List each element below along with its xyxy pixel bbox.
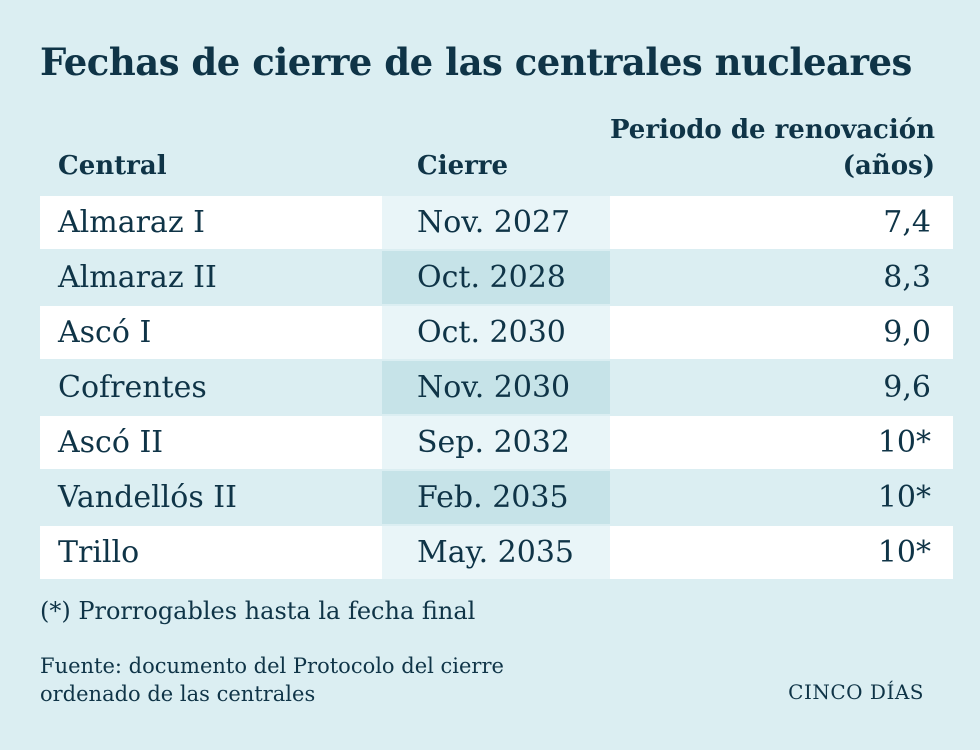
cell-central: Vandellós II <box>40 471 382 524</box>
table-header: Central Cierre Periodo de renovación (añ… <box>40 112 953 196</box>
cell-central: Almaraz II <box>40 251 382 304</box>
cell-cierre: Oct. 2028 <box>382 251 610 304</box>
header-central: Central <box>58 151 167 181</box>
header-periodo-line2: (años) <box>842 151 935 181</box>
cell-periodo: 10* <box>610 416 953 469</box>
table-row: Vandellós II Feb. 2035 10* <box>40 471 953 526</box>
table-row: Almaraz II Oct. 2028 8,3 <box>40 251 953 306</box>
cell-cierre: Nov. 2030 <box>382 361 610 414</box>
cell-central: Cofrentes <box>40 361 382 414</box>
cell-central: Almaraz I <box>40 196 382 249</box>
chart-title: Fechas de cierre de las centrales nuclea… <box>40 40 912 84</box>
table-row: Almaraz I Nov. 2027 7,4 <box>40 196 953 251</box>
cell-periodo: 10* <box>610 526 953 579</box>
table-row: Trillo May. 2035 10* <box>40 526 953 581</box>
cell-cierre: Feb. 2035 <box>382 471 610 524</box>
header-cierre: Cierre <box>417 151 509 181</box>
cell-periodo: 9,0 <box>610 306 953 359</box>
table-body: Almaraz I Nov. 2027 7,4 Almaraz II Oct. 2028… <box>40 196 953 581</box>
cell-cierre: Nov. 2027 <box>382 196 610 249</box>
cell-central: Trillo <box>40 526 382 579</box>
header-periodo-line1: Periodo de renovación <box>609 115 935 145</box>
source-note: Fuente: documento del Protocolo del cier… <box>40 652 600 708</box>
source-line-1: Fuente: documento del Protocolo del cier… <box>40 654 504 678</box>
cell-central: Ascó II <box>40 416 382 469</box>
cell-periodo: 7,4 <box>610 196 953 249</box>
cell-central: Ascó I <box>40 306 382 359</box>
cell-periodo: 10* <box>610 471 953 524</box>
header-periodo: Periodo de renovación (años) <box>610 112 935 184</box>
source-line-2: ordenado de las centrales <box>40 682 316 706</box>
closure-table: Central Cierre Periodo de renovación (añ… <box>40 112 953 581</box>
table-row: Cofrentes Nov. 2030 9,6 <box>40 361 953 416</box>
cell-periodo: 8,3 <box>610 251 953 304</box>
table-row: Ascó I Oct. 2030 9,0 <box>40 306 953 361</box>
table-row: Ascó II Sep. 2032 10* <box>40 416 953 471</box>
cell-cierre: May. 2035 <box>382 526 610 579</box>
footnote: (*) Prorrogables hasta la fecha final <box>40 597 476 625</box>
cell-cierre: Oct. 2030 <box>382 306 610 359</box>
brand-label: CINCO DÍAS <box>788 680 924 704</box>
cell-cierre: Sep. 2032 <box>382 416 610 469</box>
cell-periodo: 9,6 <box>610 361 953 414</box>
